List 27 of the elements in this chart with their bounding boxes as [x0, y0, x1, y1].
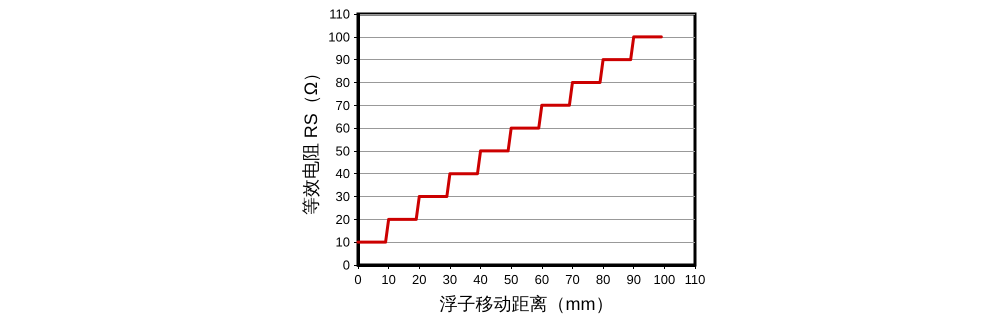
- y-tick-label: 40: [336, 166, 350, 182]
- x-tick-label: 100: [654, 272, 676, 287]
- y-tick-label: 10: [336, 234, 350, 250]
- y-tick-label: 0: [342, 258, 350, 272]
- x-tick-label: 80: [596, 272, 610, 287]
- x-tick-label: 40: [473, 272, 488, 287]
- y-tick-label: 100: [328, 29, 350, 44]
- y-tick-label: 70: [336, 98, 350, 113]
- line-series: [356, 35, 663, 244]
- x-axis-title: 浮子移动距离（mm）: [440, 294, 614, 314]
- x-tick-label: 70: [565, 272, 580, 287]
- y-axis-title: 等效电阻 RS（Ω）: [301, 64, 321, 216]
- y-tick-label: 110: [329, 6, 350, 22]
- x-tick-label: 60: [534, 272, 550, 287]
- y-tick-label: 90: [336, 52, 350, 68]
- y-tick-label: 30: [336, 189, 350, 204]
- y-tick-label: 20: [336, 212, 350, 227]
- x-tick-label: 0: [354, 272, 362, 287]
- x-tick-label: 20: [412, 272, 427, 287]
- x-tick-label: 110: [684, 272, 706, 287]
- y-tick-label: 80: [336, 74, 350, 90]
- x-tick-label: 90: [626, 272, 641, 287]
- x-tick-label: 30: [442, 272, 458, 287]
- y-tick-label: 60: [336, 120, 350, 136]
- x-tick-label: 10: [381, 272, 396, 287]
- y-tick-label: 50: [336, 143, 350, 158]
- x-tick-label: 50: [504, 272, 518, 287]
